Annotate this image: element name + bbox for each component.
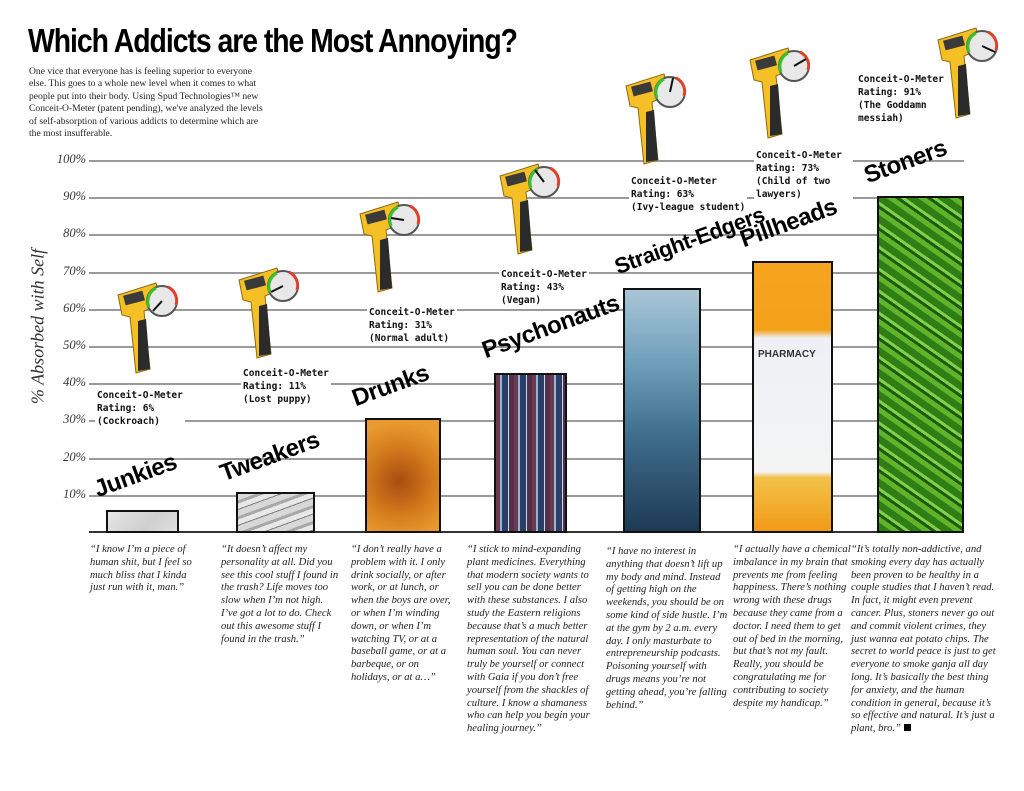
rating-title: Conceit-O-Meter — [756, 150, 842, 161]
rating-descriptor: (Normal adult) — [369, 333, 450, 344]
rating-value: Rating: 43% — [501, 282, 564, 293]
rating-psychonauts: Conceit-O-Meter Rating: 43% (Vegan) — [499, 268, 589, 307]
bar-straight-edgers — [623, 288, 701, 533]
intro-text: One vice that everyone has is feeling su… — [29, 66, 263, 140]
y-tick-label: 30% — [63, 412, 86, 427]
meter-icon-psychonauts — [498, 162, 562, 258]
quote-stoners: “It’s totally non-addictive, and smoking… — [851, 544, 1001, 736]
quote-drunks: “I don’t really have a problem with it. … — [351, 544, 451, 683]
rating-value: Rating: 11% — [243, 381, 306, 392]
rating-value: Rating: 73% — [756, 163, 819, 174]
rating-value: Rating: 6% — [97, 403, 155, 414]
rating-descriptor: (Cockroach) — [97, 416, 160, 427]
bar-junkies — [106, 510, 179, 533]
quote-straight-edgers: “I have no interest in anything that doe… — [606, 546, 728, 711]
rating-title: Conceit-O-Meter — [97, 390, 183, 401]
gridline — [89, 346, 964, 348]
page-title: Which Addicts are the Most Annoying? — [28, 22, 518, 59]
rating-pillheads: Conceit-O-Meter Rating: 73% (Child of two … — [754, 149, 853, 201]
meter-icon-straight-edgers — [624, 72, 688, 168]
bar-stoners — [877, 196, 964, 533]
rating-drunks: Conceit-O-Meter Rating: 31% (Normal adult) — [367, 306, 457, 345]
category-label-pillheads: Pillheads — [736, 193, 841, 254]
rating-descriptor: (Child of two lawyers) — [756, 176, 831, 200]
category-label-tweakers: Tweakers — [216, 426, 324, 488]
y-tick-label: 10% — [63, 486, 86, 501]
meter-icon-junkies — [116, 281, 180, 377]
rating-title: Conceit-O-Meter — [369, 307, 455, 318]
y-tick-label: 20% — [63, 449, 86, 464]
rating-tweakers: Conceit-O-Meter Rating: 11% (Lost puppy) — [241, 367, 331, 406]
meter-icon-pillheads — [748, 46, 812, 142]
quote-junkies: “I know I’m a piece of human shit, but I… — [90, 544, 192, 594]
rating-title: Conceit-O-Meter — [243, 368, 329, 379]
rating-junkies: Conceit-O-Meter Rating: 6% (Cockroach) — [95, 389, 185, 428]
gridline — [89, 160, 964, 162]
y-axis-label: % Absorbed with Self — [27, 248, 48, 405]
bar-tweakers — [236, 492, 315, 533]
quote-psychonauts: “I stick to mind-expanding plant medicin… — [467, 544, 590, 735]
category-label-drunks: Drunks — [348, 359, 433, 413]
pharmacy-label: PHARMACY — [758, 349, 816, 360]
meter-icon-drunks — [358, 200, 422, 296]
rating-title: Conceit-O-Meter — [631, 176, 717, 187]
bar-psychonauts — [494, 373, 567, 533]
y-tick-label: 90% — [63, 189, 86, 204]
rating-straight-edgers: Conceit-O-Meter Rating: 63% (Ivy-league st… — [629, 175, 748, 214]
quote-pillheads: “I actually have a chemical imbalance in… — [733, 544, 851, 709]
end-mark-icon — [903, 724, 911, 732]
rating-value: Rating: 63% — [631, 189, 694, 200]
bar-pillheads: PHARMACY — [752, 261, 833, 533]
rating-value: Rating: 91% — [858, 87, 921, 98]
category-label-stoners: Stoners — [860, 134, 951, 190]
meter-icon-tweakers — [237, 266, 301, 362]
quote-tweakers: “It doesn’t affect my personality at all… — [221, 544, 339, 645]
rating-descriptor: (The Goddamn messiah) — [858, 100, 927, 124]
gridline — [89, 308, 964, 311]
bar-drunks — [365, 418, 441, 533]
meter-icon-stoners — [936, 26, 1000, 122]
y-tick-label: 70% — [63, 263, 86, 278]
rating-descriptor: (Ivy-league student) — [631, 202, 746, 213]
rating-descriptor: (Vegan) — [501, 295, 542, 306]
y-tick-label: 80% — [63, 226, 86, 241]
rating-descriptor: (Lost puppy) — [243, 394, 312, 405]
y-tick-label: 100% — [56, 152, 86, 166]
rating-stoners: Conceit-O-Meter Rating: 91% (The Goddamn m… — [856, 73, 950, 125]
y-tick-label: 40% — [63, 375, 86, 390]
y-tick-label: 50% — [63, 338, 86, 352]
rating-title: Conceit-O-Meter — [858, 74, 944, 85]
y-tick-label: 60% — [63, 300, 86, 315]
rating-title: Conceit-O-Meter — [501, 269, 587, 280]
rating-value: Rating: 31% — [369, 320, 432, 331]
quote-stoners-text: “It’s totally non-addictive, and smoking… — [851, 544, 996, 735]
